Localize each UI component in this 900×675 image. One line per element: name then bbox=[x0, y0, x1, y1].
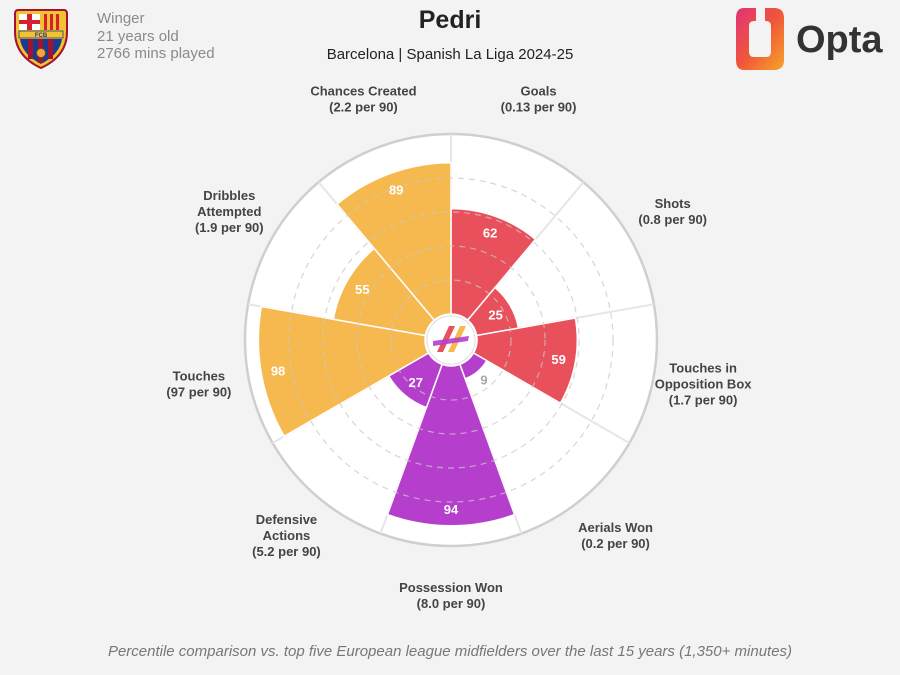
category-label-line: (8.0 per 90) bbox=[417, 596, 486, 611]
category-label-line: Goals bbox=[520, 83, 556, 98]
category-label-line: Actions bbox=[263, 528, 311, 543]
category-label-line: Dribbles bbox=[203, 188, 255, 203]
value-label: 25 bbox=[488, 307, 502, 322]
center-logo-icon bbox=[437, 326, 455, 352]
category-label: Goals (0.13 per 90) bbox=[501, 83, 577, 114]
value-label: 94 bbox=[444, 502, 459, 517]
chart-footnote: Percentile comparison vs. top five Europ… bbox=[107, 643, 793, 660]
category-label-line: (97 per 90) bbox=[166, 384, 231, 399]
player-minutes: 2766 mins played bbox=[97, 45, 215, 62]
category-label-line: Shots bbox=[655, 196, 691, 211]
value-label: 89 bbox=[389, 182, 403, 197]
category-label: Touches in Opposition Box (1.7 per 90) bbox=[655, 360, 753, 407]
barcelona-crest: FCB bbox=[14, 9, 68, 70]
player-info: Winger 21 years old 2766 mins played bbox=[97, 10, 215, 63]
category-label-line: Attempted bbox=[197, 204, 261, 219]
bar-7 bbox=[332, 247, 436, 337]
category-label-line: (5.2 per 90) bbox=[252, 544, 321, 559]
grid-ring bbox=[288, 177, 614, 503]
chart-subtitle: Barcelona | Spanish La Liga 2024-25 bbox=[326, 46, 574, 63]
category-label-line: (0.2 per 90) bbox=[581, 536, 650, 551]
category-label: Defensive Actions (5.2 per 90) bbox=[252, 512, 321, 559]
bar-2 bbox=[472, 317, 578, 405]
category-label: Shots (0.8 per 90) bbox=[638, 196, 707, 227]
category-label-line: (0.13 per 90) bbox=[501, 99, 577, 114]
grid-ring bbox=[390, 279, 512, 401]
bar-4 bbox=[386, 363, 516, 527]
category-label-line: Possession Won bbox=[399, 580, 503, 595]
category-label-line: Aerials Won bbox=[578, 520, 653, 535]
grid-ring bbox=[322, 211, 580, 469]
player-position: Winger bbox=[97, 10, 145, 27]
value-label: 62 bbox=[483, 225, 497, 240]
value-label: 27 bbox=[408, 375, 422, 390]
category-label-line: Touches bbox=[173, 368, 226, 383]
category-label-line: (0.8 per 90) bbox=[638, 212, 707, 227]
category-label-line: (2.2 per 90) bbox=[329, 99, 398, 114]
category-label-line: (1.9 per 90) bbox=[195, 220, 264, 235]
category-label-line: Chances Created bbox=[310, 83, 416, 98]
opta-logo: Opta bbox=[736, 7, 883, 70]
center-logo-icon bbox=[433, 336, 469, 346]
svg-text:FCB: FCB bbox=[35, 33, 48, 39]
category-label: Dribbles Attempted (1.9 per 90) bbox=[195, 188, 264, 235]
category-label: Aerials Won (0.2 per 90) bbox=[578, 520, 653, 551]
category-label: Possession Won (8.0 per 90) bbox=[399, 580, 503, 611]
bar-6 bbox=[257, 305, 430, 438]
category-label-line: Defensive bbox=[256, 512, 317, 527]
value-label: 59 bbox=[551, 352, 565, 367]
value-label: 98 bbox=[271, 363, 285, 378]
opta-logo-text: Opta bbox=[796, 19, 883, 61]
player-age: 21 years old bbox=[97, 27, 179, 45]
grid-ring bbox=[356, 245, 546, 435]
bar-0 bbox=[450, 207, 537, 322]
category-label-line: (1.7 per 90) bbox=[669, 392, 738, 407]
category-label-line: Touches in bbox=[669, 360, 737, 375]
category-label: Chances Created (2.2 per 90) bbox=[310, 83, 416, 114]
category-label: Touches (97 per 90) bbox=[166, 368, 231, 399]
chart-title: Pedri bbox=[418, 6, 482, 34]
value-label: 55 bbox=[355, 282, 369, 297]
category-label-line: Opposition Box bbox=[655, 376, 753, 391]
value-label: 9 bbox=[480, 372, 487, 387]
